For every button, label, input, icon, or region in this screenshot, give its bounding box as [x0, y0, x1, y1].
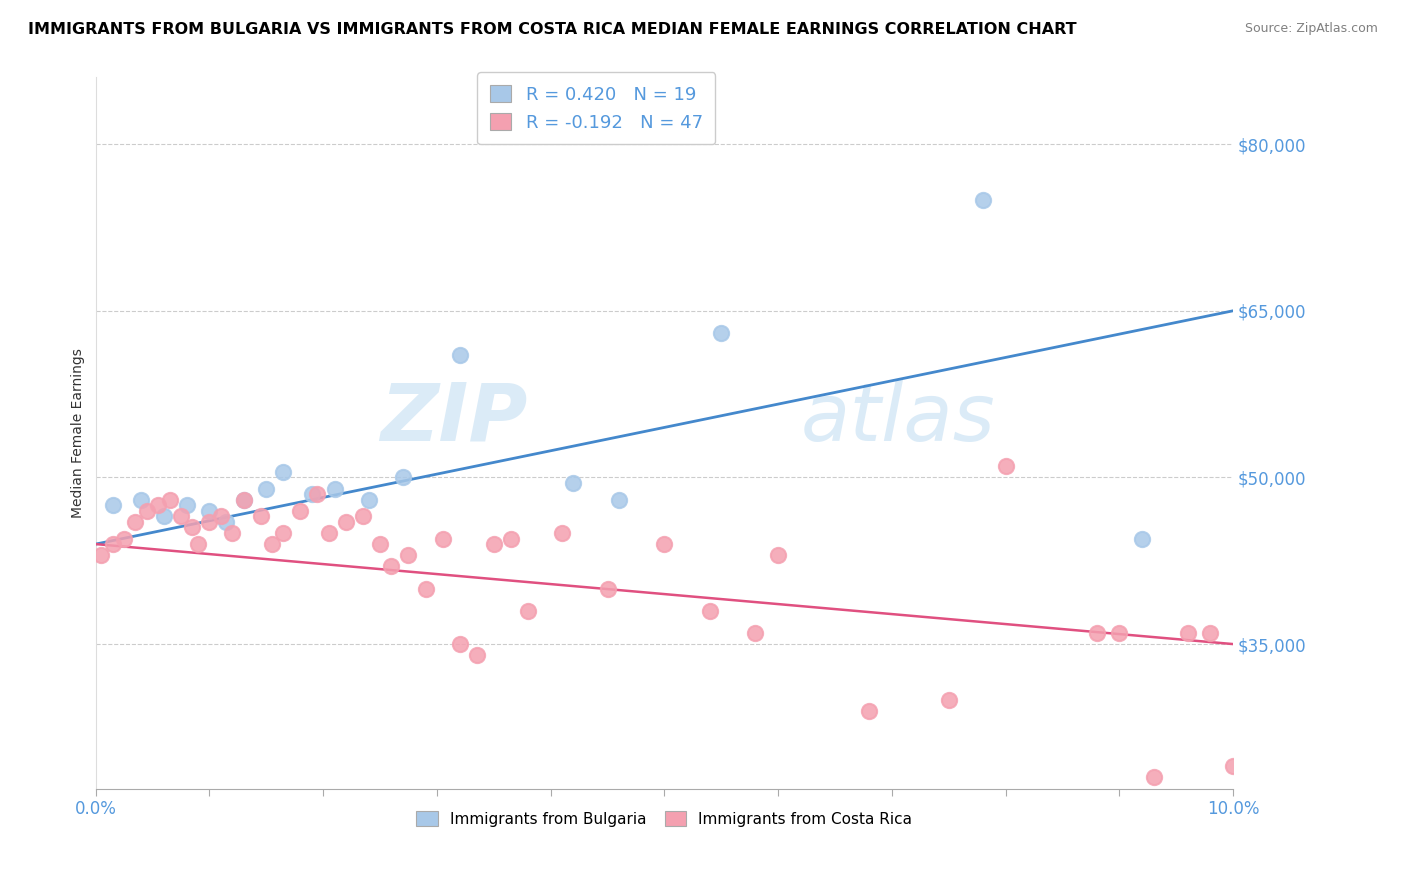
Point — [654, 537, 676, 551]
Point — [153, 509, 176, 524]
Point — [516, 604, 538, 618]
Point — [994, 459, 1017, 474]
Point — [187, 537, 209, 551]
Point — [1222, 759, 1244, 773]
Point — [159, 492, 181, 507]
Point — [744, 626, 766, 640]
Point — [1108, 626, 1130, 640]
Point — [465, 648, 488, 663]
Point — [972, 193, 994, 207]
Point — [232, 492, 254, 507]
Point — [124, 515, 146, 529]
Point — [301, 487, 323, 501]
Point — [318, 526, 340, 541]
Point — [938, 692, 960, 706]
Point — [129, 492, 152, 507]
Point — [181, 520, 204, 534]
Point — [551, 526, 574, 541]
Point — [449, 637, 471, 651]
Point — [415, 582, 437, 596]
Point — [101, 498, 124, 512]
Point — [766, 548, 789, 562]
Point — [176, 498, 198, 512]
Point — [699, 604, 721, 618]
Point — [368, 537, 391, 551]
Point — [323, 482, 346, 496]
Point — [432, 532, 454, 546]
Point — [249, 509, 271, 524]
Text: Source: ZipAtlas.com: Source: ZipAtlas.com — [1244, 22, 1378, 36]
Legend: Immigrants from Bulgaria, Immigrants from Costa Rica: Immigrants from Bulgaria, Immigrants fro… — [409, 804, 920, 834]
Point — [607, 492, 630, 507]
Point — [1085, 626, 1108, 640]
Point — [1130, 532, 1153, 546]
Point — [1142, 771, 1164, 785]
Point — [391, 470, 413, 484]
Text: ZIP: ZIP — [381, 380, 527, 458]
Point — [112, 532, 135, 546]
Point — [273, 465, 295, 479]
Point — [221, 526, 243, 541]
Point — [710, 326, 733, 340]
Point — [170, 509, 193, 524]
Point — [232, 492, 254, 507]
Point — [562, 475, 585, 490]
Point — [254, 482, 277, 496]
Point — [135, 504, 157, 518]
Point — [198, 504, 221, 518]
Point — [380, 559, 402, 574]
Point — [273, 526, 295, 541]
Point — [335, 515, 357, 529]
Point — [148, 498, 170, 512]
Point — [449, 348, 471, 362]
Point — [858, 704, 880, 718]
Point — [1177, 626, 1199, 640]
Point — [499, 532, 522, 546]
Text: atlas: atlas — [801, 380, 995, 458]
Point — [482, 537, 505, 551]
Point — [352, 509, 374, 524]
Point — [307, 487, 329, 501]
Point — [1199, 626, 1222, 640]
Point — [596, 582, 619, 596]
Point — [357, 492, 380, 507]
Point — [398, 548, 420, 562]
Point — [198, 515, 221, 529]
Y-axis label: Median Female Earnings: Median Female Earnings — [72, 348, 86, 518]
Point — [260, 537, 283, 551]
Point — [290, 504, 312, 518]
Text: IMMIGRANTS FROM BULGARIA VS IMMIGRANTS FROM COSTA RICA MEDIAN FEMALE EARNINGS CO: IMMIGRANTS FROM BULGARIA VS IMMIGRANTS F… — [28, 22, 1077, 37]
Point — [209, 509, 232, 524]
Point — [215, 515, 238, 529]
Point — [90, 548, 112, 562]
Point — [101, 537, 124, 551]
